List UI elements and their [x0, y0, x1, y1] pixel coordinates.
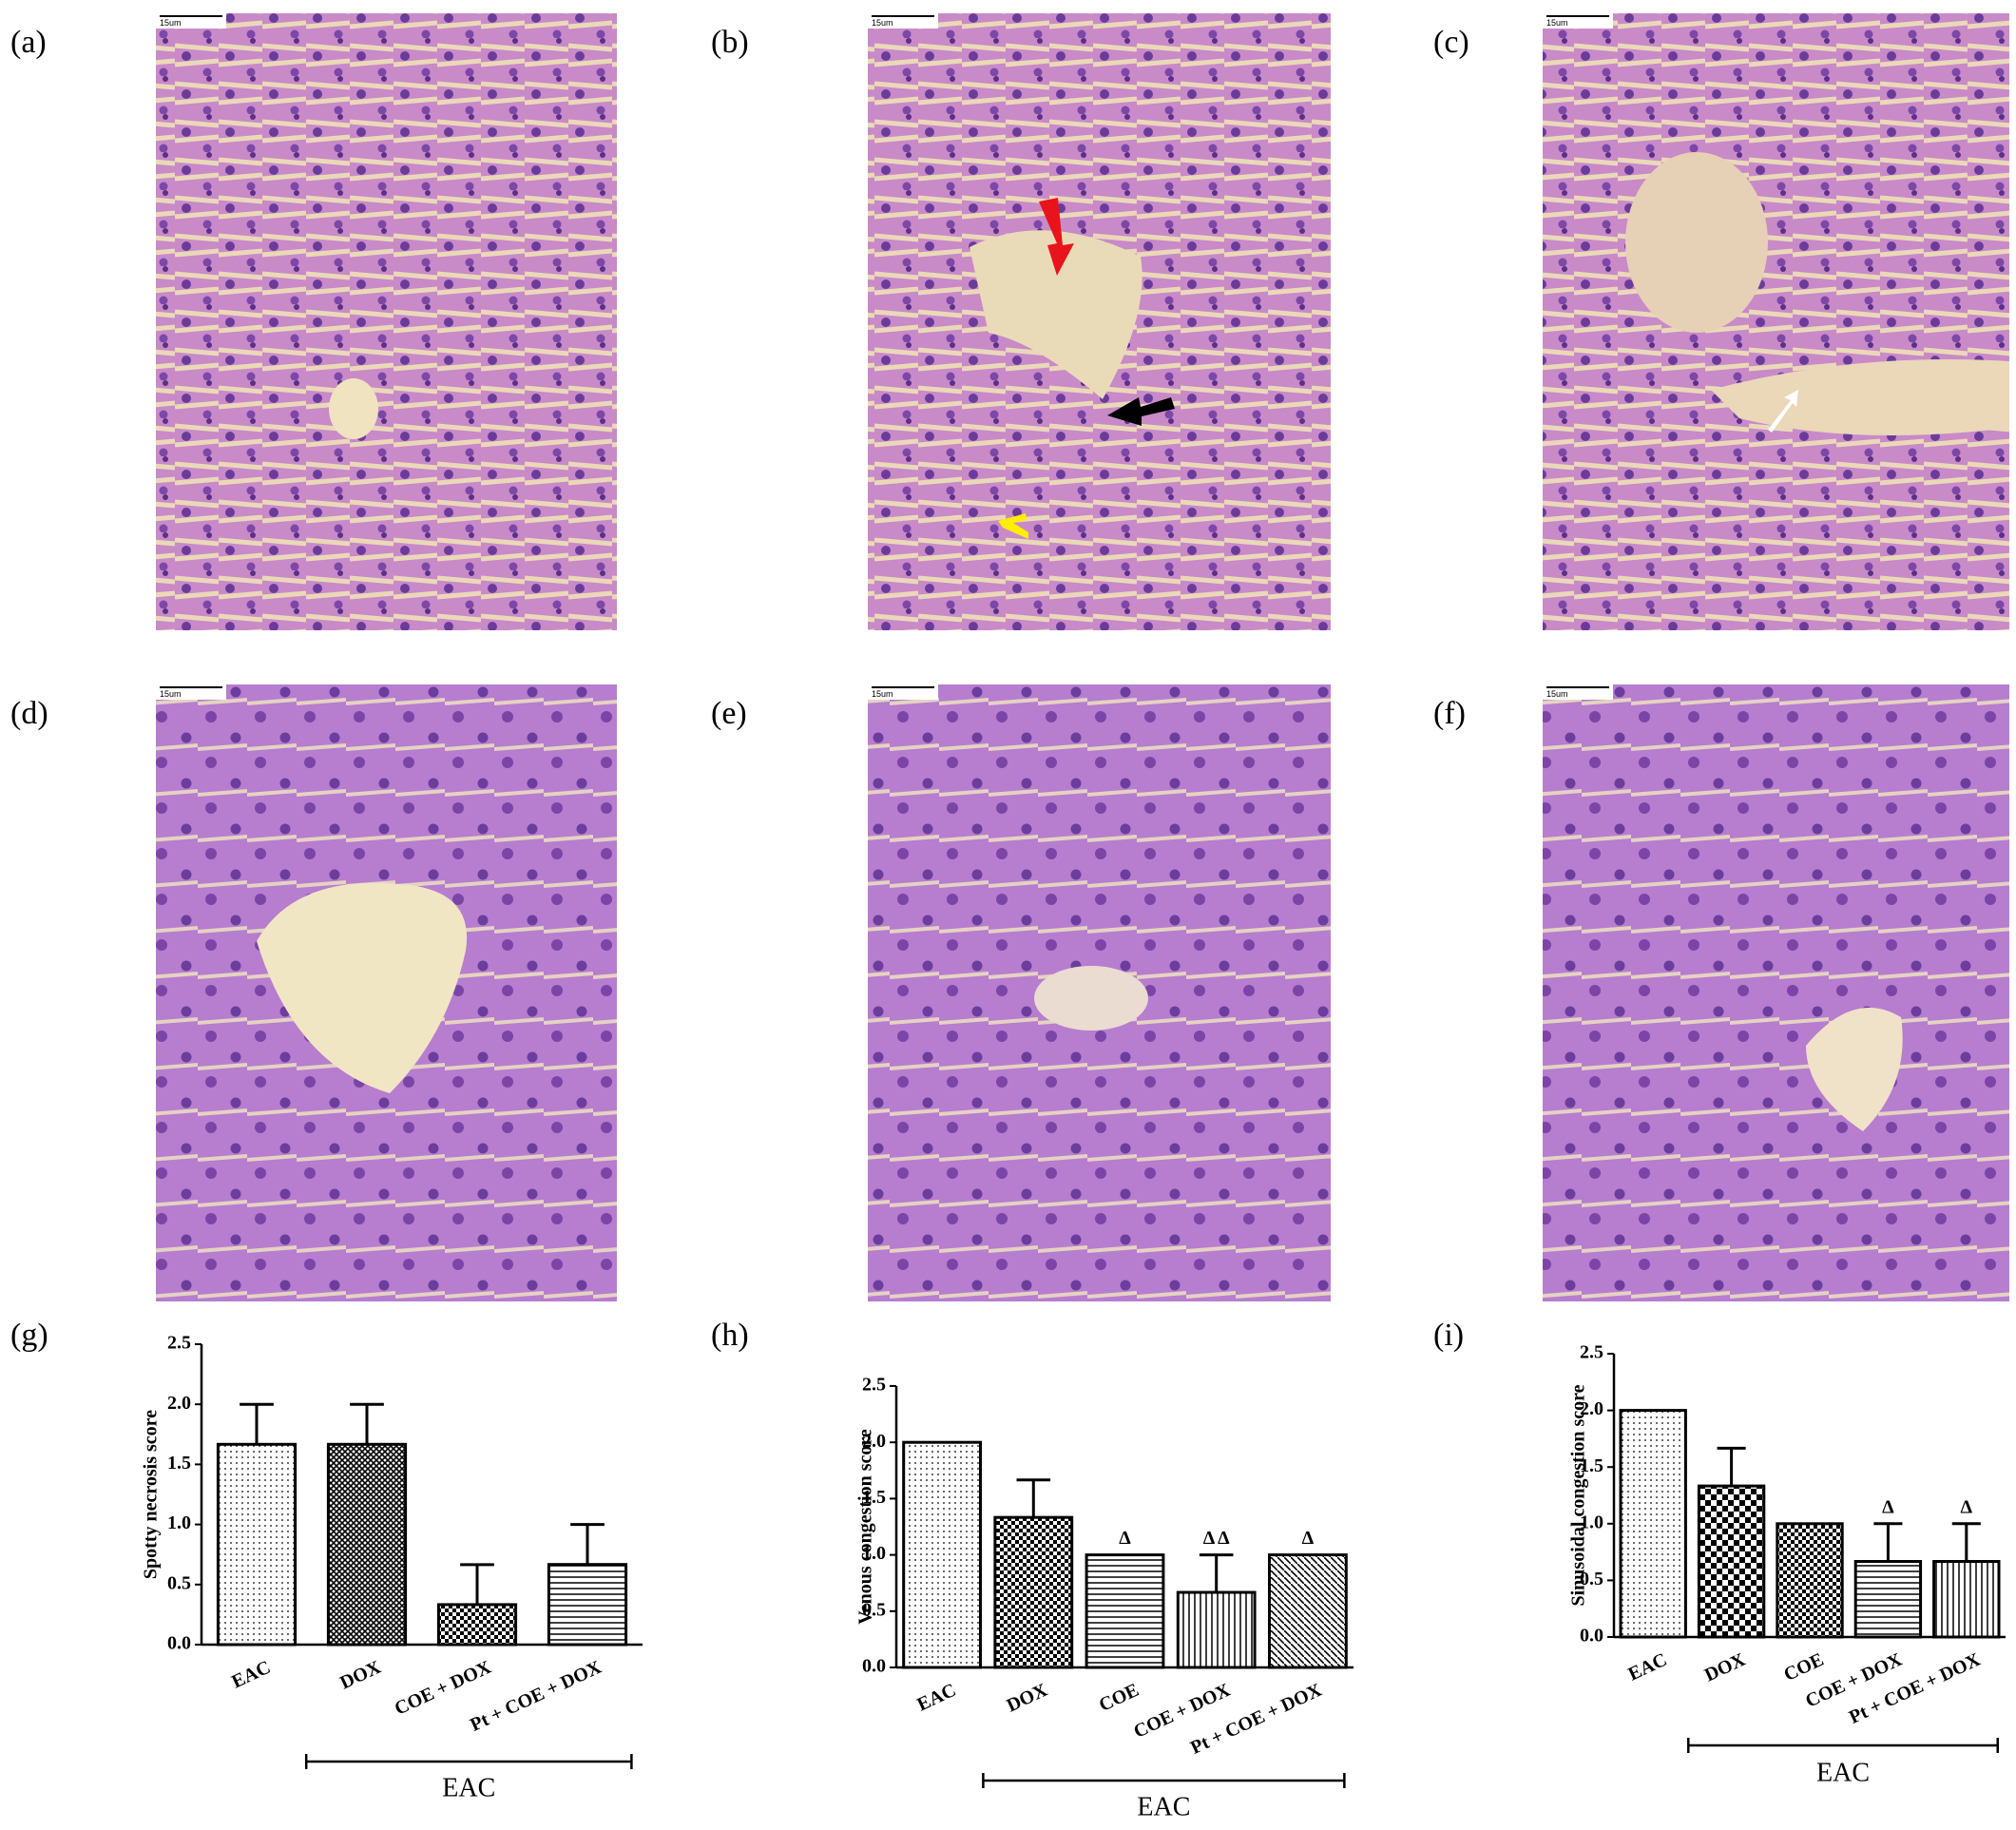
group-label: EAC: [442, 1773, 495, 1802]
error-bar: [240, 1402, 274, 1445]
panel-label: (c): [1433, 25, 1469, 60]
y-tick-label: 1.5: [1580, 1455, 1603, 1476]
scale-bar-label: 15um: [1546, 18, 1568, 28]
bar: [1085, 1553, 1165, 1669]
panel-label: (h): [711, 1318, 749, 1353]
panel-label: (g): [10, 1318, 48, 1353]
error-bar: [350, 1402, 384, 1445]
bar: [547, 1563, 628, 1647]
y-tick-label: 2.5: [862, 1375, 886, 1396]
bar: [436, 1603, 518, 1647]
x-tick-label: EAC: [228, 1657, 274, 1693]
panel-label: (a): [10, 25, 47, 60]
bar: [1619, 1409, 1687, 1639]
scale-bar-label: 15um: [1546, 689, 1568, 699]
y-axis-label: Sinusoidal congestion score: [1568, 1384, 1589, 1606]
y-tick-label: 0.5: [862, 1599, 886, 1620]
annotation: Δ Δ: [1203, 1528, 1230, 1549]
y-tick-label: 2.0: [862, 1431, 886, 1452]
error-bar: [1016, 1478, 1051, 1518]
y-tick-label: 1.5: [167, 1453, 191, 1474]
y-axis-label: Spotty necrosis score: [141, 1410, 162, 1579]
bar: [1853, 1559, 1923, 1639]
x-tick-label: DOX: [336, 1657, 384, 1694]
bar: [326, 1442, 408, 1647]
y-tick-label: 0.0: [1580, 1626, 1603, 1647]
error-bar: [1717, 1446, 1746, 1487]
bar: [1267, 1553, 1348, 1669]
y-tick-label: 1.0: [167, 1512, 191, 1533]
bar: [993, 1515, 1074, 1669]
annotation: Δ: [1119, 1528, 1131, 1549]
annotation: Δ: [1302, 1528, 1315, 1549]
y-tick-label: 2.5: [1580, 1342, 1603, 1363]
error-bar: [1951, 1522, 1981, 1562]
bar: [1176, 1590, 1257, 1669]
x-tick-label: COE: [1096, 1680, 1142, 1716]
panel-label: (i): [1433, 1318, 1464, 1353]
x-tick-label: EAC: [1625, 1649, 1671, 1686]
y-axis-label: Venous congestion score: [855, 1429, 876, 1625]
y-tick-label: 2.0: [1580, 1398, 1603, 1419]
y-tick-label: 0.0: [167, 1633, 191, 1654]
bar: [1697, 1484, 1766, 1639]
panel-label: (f): [1433, 696, 1466, 731]
x-tick-label: Pt + COE + DOX: [1846, 1649, 1984, 1728]
x-tick-label: COE: [1780, 1649, 1827, 1686]
x-tick-label: EAC: [914, 1680, 960, 1716]
scale-bar-label: 15um: [872, 689, 893, 699]
y-tick-label: 1.5: [862, 1487, 886, 1508]
y-tick-label: 0.5: [167, 1572, 191, 1593]
y-tick-label: 2.0: [167, 1393, 191, 1414]
group-label: EAC: [1137, 1792, 1190, 1821]
micrograph: [156, 13, 2009, 1301]
y-tick-label: 0.5: [1580, 1569, 1603, 1589]
annotation: Δ: [1882, 1496, 1894, 1517]
bar: [1932, 1559, 2001, 1639]
scale-bar-label: 15um: [160, 689, 182, 699]
bar: [1776, 1522, 1844, 1639]
annotation: Δ: [1961, 1496, 1973, 1517]
x-tick-label: DOX: [1701, 1649, 1749, 1686]
scale-bar-label: 15um: [872, 18, 893, 28]
y-tick-label: 0.0: [862, 1656, 886, 1677]
y-tick-label: 1.0: [1580, 1512, 1603, 1532]
y-tick-label: 2.5: [167, 1333, 191, 1354]
x-tick-label: DOX: [1004, 1680, 1051, 1717]
panel-label: (d): [10, 696, 48, 731]
scale-bar-label: 15um: [160, 18, 182, 28]
bar: [902, 1440, 983, 1669]
bar: [216, 1442, 298, 1647]
panel-label: (e): [711, 696, 747, 731]
group-label: EAC: [1816, 1758, 1870, 1787]
y-tick-label: 1.0: [862, 1543, 886, 1564]
error-bar: [460, 1563, 494, 1605]
panel-label: (b): [711, 25, 749, 60]
error-bar: [570, 1523, 605, 1565]
error-bar: [1873, 1522, 1903, 1562]
error-bar: [1199, 1553, 1234, 1593]
